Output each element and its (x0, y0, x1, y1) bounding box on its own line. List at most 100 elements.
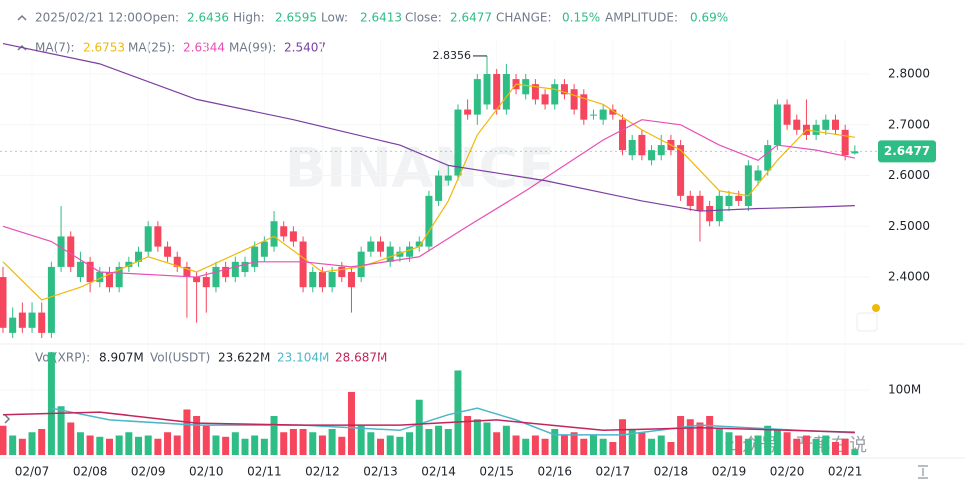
volume-bar (396, 436, 404, 455)
volume-bar (299, 428, 307, 455)
x-tick-label: 02/20 (770, 465, 805, 479)
header-value: 2.6436 (187, 11, 229, 25)
volume-bar (783, 432, 791, 455)
volume-bar (38, 428, 46, 455)
vol-ma-value: 28.687M (335, 351, 387, 365)
volume-bar (386, 435, 394, 455)
candle-body (483, 74, 491, 105)
volume-bar (822, 435, 830, 455)
candle-body (425, 195, 433, 247)
candle-body (570, 89, 578, 110)
volume-bar (841, 438, 849, 455)
volume-bar (222, 436, 230, 455)
volume-bar (115, 435, 123, 455)
volume-bar (309, 432, 317, 455)
indicator-line (2, 42, 855, 212)
header-label: High: (233, 11, 265, 25)
candle-body (502, 74, 510, 110)
volume-bar (599, 438, 607, 455)
header-value: 0.15% (562, 11, 600, 25)
ma-label: MA(25): (128, 41, 175, 55)
volume-bar (493, 432, 501, 455)
volume-bar (135, 436, 143, 455)
volume-bar (47, 352, 55, 455)
volume-bar (289, 428, 297, 455)
candle-body (115, 266, 123, 288)
candle-body (396, 251, 404, 257)
volume-bar (251, 435, 259, 455)
candle-body (251, 246, 259, 267)
candle-body (193, 277, 201, 283)
x-tick-label: 02/10 (189, 465, 224, 479)
candle-body (280, 226, 288, 237)
volume-bar (415, 399, 423, 455)
candle-body (609, 109, 617, 115)
volume-bar (812, 438, 820, 455)
volume-bar (764, 425, 772, 455)
indicator-line (2, 119, 855, 278)
candle-body (222, 266, 230, 278)
y-tick-label: 2.4000 (888, 270, 930, 284)
volume-bar (18, 438, 26, 455)
candle-body (183, 266, 191, 278)
last-price-tag (878, 140, 936, 163)
volume-bar (28, 432, 36, 455)
candle-body (299, 241, 307, 288)
candle-body (725, 195, 733, 206)
candle-body (67, 236, 75, 267)
candle-body (367, 241, 375, 252)
volume-bar (609, 441, 617, 455)
volume-bar (502, 425, 510, 455)
candle-body (473, 79, 481, 115)
volume-bar (193, 415, 201, 455)
volume-bar (619, 419, 627, 455)
candle-body (18, 312, 26, 328)
volume-bar (560, 435, 568, 455)
header-label: CHANGE: (496, 11, 552, 25)
candle-body (464, 109, 472, 115)
collapse-icon[interactable] (17, 14, 27, 21)
scale-icon[interactable] (918, 465, 928, 479)
candle-body (686, 195, 694, 206)
candle-body (715, 195, 723, 222)
y-tick-label: 2.7000 (888, 117, 930, 131)
volume-bar (9, 435, 17, 455)
volume-bar (512, 435, 520, 455)
candle-body (57, 236, 65, 267)
volume-bar (744, 438, 752, 455)
x-tick-label: 02/12 (305, 465, 340, 479)
x-tick-label: 02/07 (15, 465, 50, 479)
volume-bar (483, 422, 491, 455)
volume-bar (648, 438, 656, 455)
x-tick-label: 02/16 (537, 465, 572, 479)
candle-body (812, 124, 820, 135)
volume-bar (202, 425, 210, 455)
ma-value: 2.6344 (183, 41, 225, 55)
volume-bar (754, 435, 762, 455)
candle-body (444, 175, 452, 181)
candle-body (580, 94, 588, 120)
volume-bar (338, 436, 346, 455)
volume-bar (580, 438, 588, 455)
volume-bar (802, 435, 810, 455)
x-tick-label: 02/18 (654, 465, 689, 479)
y-tick-label: 2.5000 (888, 219, 930, 233)
candle-body (105, 271, 113, 288)
candle-body (202, 277, 210, 288)
volume-bar (173, 435, 181, 455)
candle-body (551, 84, 559, 105)
expand-icon[interactable] (4, 414, 11, 424)
candle-body (560, 84, 568, 95)
candle-body (164, 246, 172, 257)
volume-bar (667, 441, 675, 455)
volume-bar (125, 432, 133, 455)
candle-body (628, 140, 636, 156)
candle-body (831, 119, 839, 130)
candle-body (744, 165, 752, 206)
volume-bar (444, 428, 452, 455)
volume-bar (260, 438, 268, 455)
candle-body (454, 109, 462, 176)
settings-button[interactable] (856, 312, 878, 332)
x-tick-label: 02/09 (131, 465, 166, 479)
candle-body (135, 251, 143, 262)
